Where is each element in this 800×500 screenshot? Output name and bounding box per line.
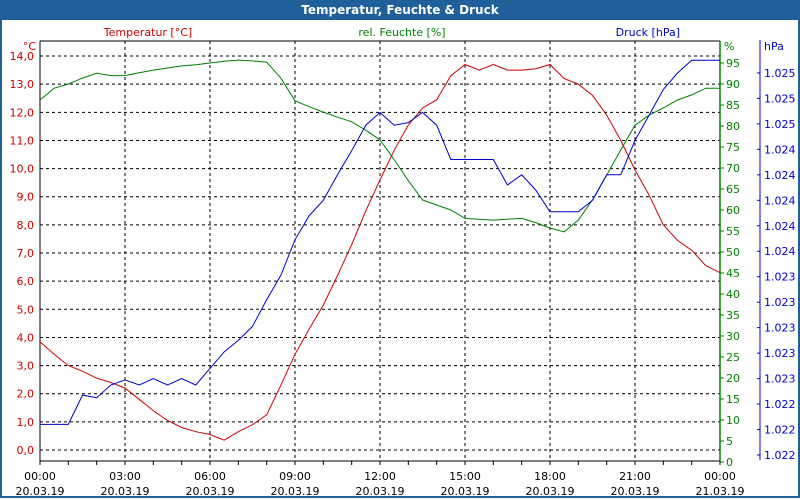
pressure-tick-label: 1.023 (764, 347, 796, 360)
temp-tick-label: 1,0 (17, 416, 35, 429)
humidity-tick-label: 90 (726, 78, 740, 91)
pressure-tick-label: 1.022 (764, 424, 796, 437)
pressure-tick-label: 1.023 (764, 322, 796, 335)
x-tick-date: 20.03.19 (611, 485, 660, 498)
pressure-tick-label: 1.025 (764, 118, 796, 131)
x-tick-time: 18:00 (534, 470, 566, 483)
humidity-tick-label: 30 (726, 330, 740, 343)
temp-tick-label: 13,0 (10, 78, 35, 91)
pressure-tick-label: 1.023 (764, 296, 796, 309)
x-tick-time: 09:00 (279, 470, 311, 483)
window-title: Temperatur, Feuchte & Druck (0, 0, 800, 20)
pressure-line (40, 59, 720, 425)
humidity-tick-label: 80 (726, 120, 740, 133)
temp-tick-label: 11,0 (10, 134, 35, 147)
x-tick-time: 21:00 (619, 470, 651, 483)
x-tick-date: 20.03.19 (356, 485, 405, 498)
pressure-tick-label: 1.023 (764, 271, 796, 284)
x-tick-date: 21.03.19 (696, 485, 745, 498)
humidity-tick-label: 95 (726, 57, 740, 70)
temp-tick-label: 2,0 (17, 388, 35, 401)
x-tick-date: 20.03.19 (441, 485, 490, 498)
humidity-tick-label: 55 (726, 225, 740, 238)
temp-tick-label: 10,0 (10, 163, 35, 176)
temp-tick-label: 9,0 (17, 191, 35, 204)
pressure-tick-label: 1.022 (764, 449, 796, 462)
x-tick-date: 20.03.19 (526, 485, 575, 498)
temp-tick-label: 6,0 (17, 275, 35, 288)
legend-humidity: rel. Feuchte [%] (358, 26, 445, 39)
x-tick-time: 00:00 (24, 470, 56, 483)
humidity-tick-label: 70 (726, 162, 740, 175)
legend-temp: Temperatur [°C] (103, 26, 192, 39)
x-tick-date: 20.03.19 (16, 485, 65, 498)
temp-tick-label: 12,0 (10, 106, 35, 119)
x-tick-date: 20.03.19 (101, 485, 150, 498)
humidity-tick-label: 45 (726, 267, 740, 280)
x-tick-time: 15:00 (449, 470, 481, 483)
humidity-tick-label: 50 (726, 246, 740, 259)
temp-tick-label: 4,0 (17, 331, 35, 344)
humidity-tick-label: 60 (726, 204, 740, 217)
temp-tick-label: 14,0 (10, 50, 35, 63)
pressure-tick-label: 1.022 (764, 398, 796, 411)
temp-unit: °C (23, 40, 37, 53)
humidity-tick-label: 75 (726, 141, 740, 154)
humidity-tick-label: 85 (726, 99, 740, 112)
legend-pressure: Druck [hPa] (616, 26, 680, 39)
x-tick-time: 00:00 (704, 470, 736, 483)
x-tick-time: 03:00 (109, 470, 141, 483)
temp-tick-label: 0,0 (17, 444, 35, 457)
temp-tick-label: 3,0 (17, 360, 35, 373)
pressure-tick-label: 1.024 (764, 143, 796, 156)
pressure-tick-label: 1.025 (764, 67, 796, 80)
x-tick-date: 20.03.19 (186, 485, 235, 498)
temp-tick-label: 7,0 (17, 247, 35, 260)
x-tick-date: 20.03.19 (271, 485, 320, 498)
temperature-line (39, 63, 721, 441)
humidity-tick-label: 15 (726, 393, 740, 406)
pressure-unit: hPa (764, 40, 784, 53)
humidity-tick-label: 20 (726, 372, 740, 385)
pressure-tick-label: 1.024 (764, 194, 796, 207)
humidity-tick-label: 25 (726, 351, 740, 364)
temp-tick-label: 5,0 (17, 303, 35, 316)
x-tick-time: 06:00 (194, 470, 226, 483)
pressure-tick-label: 1.025 (764, 92, 796, 105)
humidity-tick-label: 35 (726, 309, 740, 322)
humidity-tick-label: 40 (726, 288, 740, 301)
humidity-tick-label: 5 (726, 435, 733, 448)
temp-tick-label: 8,0 (17, 219, 35, 232)
humidity-tick-label: 65 (726, 183, 740, 196)
pressure-tick-label: 1.024 (764, 245, 796, 258)
humidity-unit: % (724, 40, 734, 53)
humidity-tick-label: 0 (726, 456, 733, 469)
humidity-tick-label: 10 (726, 414, 740, 427)
pressure-tick-label: 1.024 (764, 169, 796, 182)
pressure-tick-label: 1.024 (764, 220, 796, 233)
x-tick-time: 12:00 (364, 470, 396, 483)
pressure-tick-label: 1.023 (764, 373, 796, 386)
